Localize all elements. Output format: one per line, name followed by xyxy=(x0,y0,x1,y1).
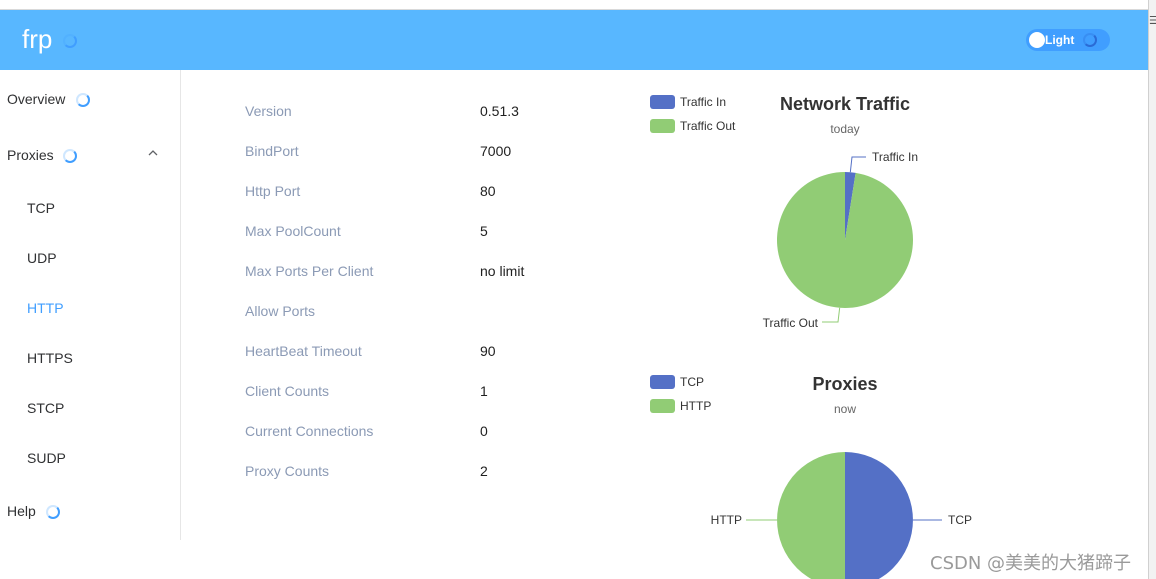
info-label: Current Connections xyxy=(245,423,374,439)
legend-label[interactable]: TCP xyxy=(680,375,704,389)
sidebar-item-overview[interactable]: Overview xyxy=(7,91,66,107)
sidebar-item-udp[interactable]: UDP xyxy=(27,250,57,266)
legend-label[interactable]: HTTP xyxy=(680,399,712,413)
loading-icon xyxy=(63,34,77,48)
chart-subtitle: today xyxy=(830,122,860,136)
info-label: Max Ports Per Client xyxy=(245,263,374,279)
sidebar-item-stcp[interactable]: STCP xyxy=(27,400,65,416)
chart-title: Proxies xyxy=(812,374,878,394)
info-label: Version xyxy=(245,103,292,119)
window-top-edge xyxy=(0,0,1156,10)
brand-logo-text[interactable]: frp xyxy=(22,24,53,54)
pie-slice-http[interactable] xyxy=(777,452,845,579)
loading-icon xyxy=(46,505,60,519)
sidebar-item-https[interactable]: HTTPS xyxy=(27,350,73,366)
pie-slice-traffic-out[interactable] xyxy=(777,172,914,308)
pie-slice-traffic-in[interactable] xyxy=(845,172,856,240)
legend-label[interactable]: Traffic Out xyxy=(680,119,736,133)
pie-label: TCP xyxy=(948,513,972,527)
right-scroll-gutter xyxy=(1148,0,1156,579)
menu-icon[interactable]: ☰ xyxy=(1149,14,1156,27)
watermark: CSDN @美美的大猪蹄子 xyxy=(930,553,1132,574)
info-value: no limit xyxy=(480,263,525,279)
info-value: 7000 xyxy=(480,143,512,159)
legend-swatch-tcp[interactable] xyxy=(650,375,675,389)
sidebar-item-help[interactable]: Help xyxy=(7,503,36,519)
theme-toggle[interactable]: Light xyxy=(1026,29,1110,51)
info-label: Allow Ports xyxy=(245,303,316,319)
sidebar-item-tcp[interactable]: TCP xyxy=(27,200,55,216)
sidebar-item-sudp[interactable]: SUDP xyxy=(27,450,66,466)
info-label: Client Counts xyxy=(245,383,330,399)
info-label: BindPort xyxy=(245,143,299,159)
top-header: frp Light xyxy=(0,10,1148,70)
toggle-knob xyxy=(1029,32,1045,48)
pie-label: Traffic In xyxy=(872,150,918,164)
chart-title: Network Traffic xyxy=(779,94,911,114)
loading-icon xyxy=(63,149,77,163)
loading-icon xyxy=(76,93,90,107)
info-label: Max PoolCount xyxy=(245,223,341,239)
info-label: HeartBeat Timeout xyxy=(245,343,362,359)
sidebar-item-proxies[interactable]: Proxies xyxy=(7,147,54,163)
theme-toggle-label: Light xyxy=(1045,33,1075,47)
pie-slice-tcp[interactable] xyxy=(845,452,913,579)
info-value: 0.51.3 xyxy=(480,103,519,119)
info-label: Http Port xyxy=(245,183,301,199)
sidebar-item-http[interactable]: HTTP xyxy=(27,300,64,316)
info-value: 1 xyxy=(480,383,488,399)
pie-label-line xyxy=(822,307,841,323)
chart-subtitle: now xyxy=(833,402,856,416)
legend-swatch-traffic-in[interactable] xyxy=(650,95,675,109)
info-value: 5 xyxy=(480,223,488,239)
pie-label: Traffic Out xyxy=(763,316,819,330)
chevron-up-icon[interactable] xyxy=(148,148,158,158)
info-label: Proxy Counts xyxy=(245,463,330,479)
info-value: 0 xyxy=(480,423,488,439)
info-value: 80 xyxy=(480,183,496,199)
info-value: 90 xyxy=(480,343,496,359)
legend-swatch-http[interactable] xyxy=(650,399,675,413)
legend-swatch-traffic-out[interactable] xyxy=(650,119,675,133)
info-value: 2 xyxy=(480,463,488,479)
loading-icon xyxy=(1083,33,1097,47)
pie-label-line xyxy=(849,156,866,173)
pie-label: HTTP xyxy=(711,513,742,527)
sidebar: Overview Proxies TCP UDP HTTP HTTPS STCP… xyxy=(0,70,181,540)
legend-label[interactable]: Traffic In xyxy=(680,95,727,109)
